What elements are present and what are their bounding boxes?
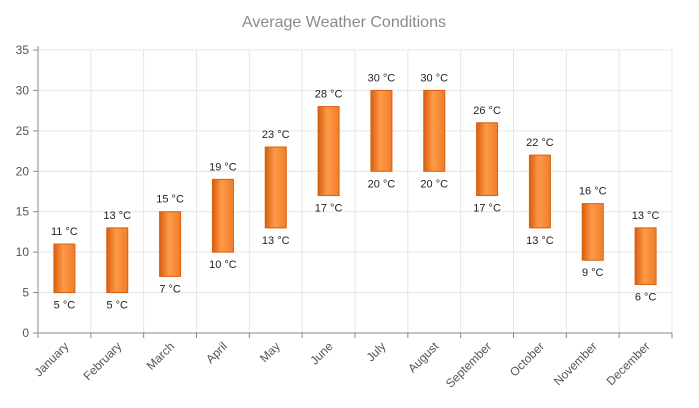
data-label-low: 13 °C bbox=[262, 235, 290, 247]
data-label-low: 17 °C bbox=[315, 203, 343, 215]
range-bar[interactable] bbox=[423, 89, 446, 172]
x-tick-label: June bbox=[307, 339, 336, 368]
grid-layer bbox=[37, 49, 673, 333]
chart-title: Average Weather Conditions bbox=[242, 14, 446, 31]
data-label-low: 5 °C bbox=[54, 300, 76, 312]
y-tick-label: 10 bbox=[16, 245, 30, 259]
data-label-low: 10 °C bbox=[209, 259, 237, 271]
range-bar[interactable] bbox=[317, 106, 340, 197]
range-bar[interactable] bbox=[528, 154, 551, 229]
data-label-high: 15 °C bbox=[156, 194, 184, 206]
data-label-high: 11 °C bbox=[51, 226, 78, 238]
range-bar[interactable] bbox=[476, 122, 499, 197]
data-label-high: 16 °C bbox=[579, 186, 607, 198]
data-label-high: 13 °C bbox=[103, 210, 131, 222]
x-tick-label: April bbox=[203, 339, 230, 366]
data-label-high: 13 °C bbox=[632, 210, 660, 222]
data-label-low: 13 °C bbox=[526, 235, 554, 247]
data-label-high: 19 °C bbox=[209, 161, 237, 173]
y-tick-label: 20 bbox=[16, 164, 30, 178]
data-label-high: 22 °C bbox=[526, 137, 554, 149]
x-tick-label: May bbox=[257, 339, 283, 365]
range-bar[interactable] bbox=[264, 146, 287, 229]
data-label-high: 23 °C bbox=[262, 129, 290, 141]
x-tick-label: November bbox=[551, 339, 600, 388]
x-tick-label: March bbox=[144, 339, 177, 372]
range-bar[interactable] bbox=[370, 89, 393, 172]
data-label-high: 28 °C bbox=[315, 89, 343, 101]
range-bar[interactable] bbox=[159, 211, 182, 277]
x-tick-label: December bbox=[604, 339, 653, 388]
data-label-high: 30 °C bbox=[368, 72, 396, 84]
data-label-layer: 11 °C 5 °C 13 °C 5 °C 15 °C 7 °C 19 °C 10 °C 23 … bbox=[51, 72, 659, 311]
y-tick-label: 25 bbox=[16, 124, 30, 138]
range-bar[interactable] bbox=[211, 178, 234, 253]
data-label-low: 9 °C bbox=[582, 267, 604, 279]
data-label-high: 30 °C bbox=[420, 72, 448, 84]
range-bar[interactable] bbox=[106, 227, 129, 294]
data-label-low: 20 °C bbox=[420, 178, 448, 190]
y-tick-label: 0 bbox=[22, 326, 29, 340]
x-tick-label: October bbox=[507, 339, 547, 379]
y-tick-label: 15 bbox=[16, 205, 30, 219]
data-label-low: 20 °C bbox=[368, 178, 396, 190]
x-tick-label: January bbox=[31, 339, 71, 379]
y-tick-label: 35 bbox=[16, 43, 30, 57]
range-bar[interactable] bbox=[53, 243, 76, 294]
x-tick-label: July bbox=[364, 339, 389, 364]
y-tick-label: 5 bbox=[22, 286, 29, 300]
data-label-low: 5 °C bbox=[106, 300, 128, 312]
x-tick-label: February bbox=[81, 339, 125, 383]
bar-layer bbox=[53, 89, 657, 294]
data-label-low: 17 °C bbox=[473, 203, 501, 215]
range-bar[interactable] bbox=[581, 203, 604, 261]
x-tick-label: August bbox=[405, 339, 442, 376]
range-bar[interactable] bbox=[634, 227, 657, 285]
data-label-low: 6 °C bbox=[635, 291, 657, 303]
y-tick-label: 30 bbox=[16, 83, 30, 97]
data-label-high: 26 °C bbox=[473, 105, 501, 117]
data-label-low: 7 °C bbox=[159, 283, 181, 295]
x-tick-label: September bbox=[443, 339, 494, 390]
